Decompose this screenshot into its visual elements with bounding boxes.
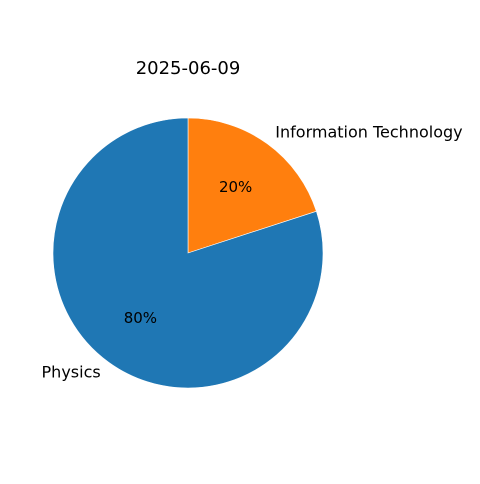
pie-slice-physics (52, 117, 324, 389)
slice-percent-label: 20% (219, 178, 252, 196)
pie-labels: Information Technology 20% Physics 80% (42, 122, 463, 381)
pie-slice-information-technology (187, 117, 317, 254)
slice-percent-label: 80% (124, 309, 157, 327)
chart-title: 2025-06-09 (136, 58, 241, 79)
slice-label: Physics (42, 363, 101, 382)
slice-label: Information Technology (275, 122, 462, 141)
pie-slices (52, 117, 324, 389)
